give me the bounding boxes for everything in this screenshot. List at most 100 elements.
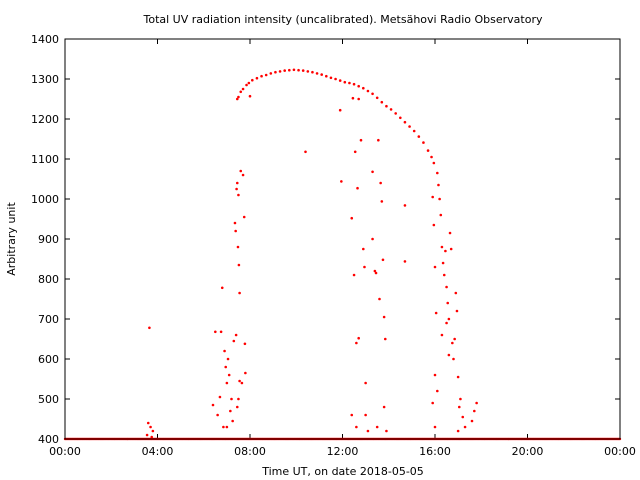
data-point	[348, 81, 351, 85]
data-point	[255, 76, 259, 80]
x-tick-label: 00:00	[604, 445, 636, 458]
data-point	[456, 429, 460, 433]
data-point	[350, 413, 354, 417]
data-point	[237, 95, 240, 99]
data-point	[355, 425, 358, 429]
data-point	[437, 183, 440, 187]
data-point	[454, 291, 458, 295]
data-point	[235, 187, 238, 191]
data-point	[453, 337, 456, 341]
data-point	[235, 97, 239, 101]
x-tick-label: 04:00	[142, 445, 174, 458]
data-point	[357, 97, 360, 101]
data-point	[446, 301, 450, 305]
data-point	[329, 76, 333, 80]
data-point	[366, 89, 370, 93]
data-point	[432, 161, 436, 165]
data-point	[241, 87, 245, 91]
x-tick-label: 12:00	[327, 445, 359, 458]
data-point	[377, 138, 380, 142]
y-tick-label: 400	[38, 433, 59, 446]
data-point	[278, 70, 282, 73]
data-point	[220, 286, 224, 290]
data-point	[325, 74, 328, 78]
data-point	[231, 419, 234, 423]
x-axis-label: Time UT, on date 2018-05-05	[261, 465, 424, 478]
data-point	[383, 337, 387, 341]
data-point	[233, 221, 237, 225]
data-point	[379, 181, 382, 185]
data-point	[475, 401, 478, 405]
data-point	[473, 409, 476, 413]
data-point	[378, 297, 381, 301]
data-point	[438, 197, 441, 201]
data-point	[292, 68, 296, 72]
data-point	[211, 403, 215, 407]
data-point	[463, 425, 467, 429]
data-point	[351, 96, 355, 100]
data-point	[222, 425, 225, 429]
data-point	[260, 74, 263, 78]
y-tick-label: 800	[38, 273, 59, 286]
data-point	[381, 258, 385, 262]
data-point	[431, 401, 434, 405]
data-point	[459, 397, 462, 401]
data-point	[455, 309, 459, 313]
y-tick-label: 1000	[31, 193, 59, 206]
data-point	[385, 429, 388, 433]
data-point	[382, 405, 386, 409]
data-point	[148, 326, 151, 330]
data-point	[440, 333, 444, 337]
data-point	[457, 405, 461, 409]
x-tick-label: 00:00	[49, 445, 81, 458]
data-point	[441, 261, 445, 265]
data-point	[237, 193, 240, 197]
data-point	[433, 425, 437, 429]
data-point	[456, 375, 460, 379]
data-point	[216, 413, 219, 417]
data-point	[375, 425, 379, 429]
data-point	[382, 315, 386, 319]
data-point	[264, 73, 268, 77]
plot-frame	[64, 38, 621, 440]
data-point	[374, 271, 378, 275]
data-point	[364, 413, 367, 417]
data-point	[447, 353, 451, 357]
data-point	[151, 429, 155, 433]
data-point	[403, 204, 407, 207]
data-point	[444, 249, 447, 253]
data-point	[436, 389, 439, 393]
data-point	[399, 116, 402, 120]
data-point	[239, 90, 243, 94]
data-point	[251, 78, 254, 82]
data-point	[385, 104, 388, 108]
data-point	[352, 273, 356, 277]
data-point	[248, 94, 252, 98]
data-point	[403, 120, 407, 124]
data-point	[145, 433, 149, 437]
data-point	[320, 73, 323, 76]
data-point	[439, 213, 443, 217]
data-point	[461, 415, 465, 419]
data-point	[245, 83, 248, 87]
data-point	[375, 96, 379, 100]
data-point	[235, 405, 239, 409]
data-point	[452, 357, 455, 361]
data-point	[389, 108, 393, 111]
data-point	[364, 381, 367, 385]
data-point	[219, 330, 223, 334]
x-tick-label: 16:00	[419, 445, 451, 458]
data-point	[357, 336, 360, 340]
data-point	[380, 100, 384, 104]
data-point	[447, 317, 451, 321]
data-point	[146, 421, 150, 425]
data-point	[394, 112, 397, 115]
y-tick-label: 600	[38, 353, 59, 366]
data-point	[227, 373, 231, 377]
data-point	[436, 171, 439, 175]
data-point	[426, 149, 430, 152]
y-tick-label: 1100	[31, 153, 59, 166]
data-point	[362, 86, 365, 90]
data-point	[243, 342, 247, 346]
y-tick-label: 1400	[31, 33, 59, 46]
